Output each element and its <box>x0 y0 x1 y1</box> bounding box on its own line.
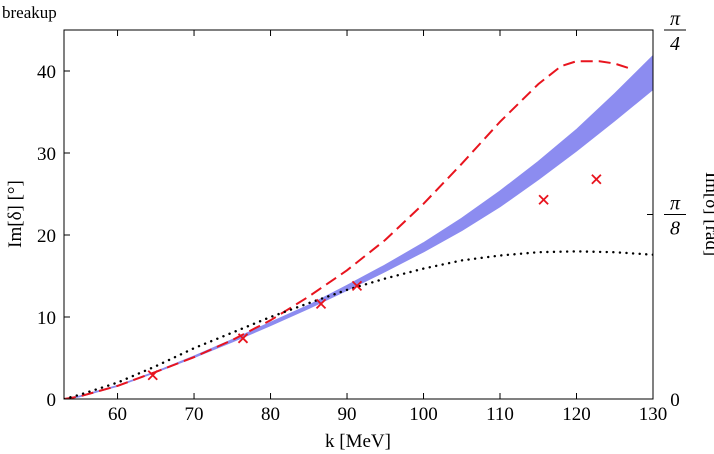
right-tick-numerator: π <box>670 8 681 30</box>
data-point-marker <box>538 194 549 205</box>
plot-area <box>64 54 653 399</box>
band-series <box>64 54 653 399</box>
x-tick-label: 70 <box>185 404 204 425</box>
dashed-series-line <box>64 60 631 399</box>
marker-stroke <box>591 174 602 185</box>
x-tick-label: 90 <box>338 404 357 425</box>
x-tick-label: 80 <box>261 404 280 425</box>
data-point-marker <box>591 174 602 185</box>
marker-stroke <box>538 194 549 205</box>
right-tick-denominator: 8 <box>670 218 680 240</box>
x-axis-title: k [MeV] <box>325 431 391 452</box>
marker-stroke <box>237 333 249 344</box>
right-axis-title: Im[δ] [rad] <box>701 172 714 256</box>
right-tick-label: 0 <box>670 390 680 411</box>
y-tick-label: 40 <box>37 62 56 83</box>
x-tick-label: 120 <box>562 404 591 425</box>
marker-stroke <box>351 280 363 291</box>
data-point-marker <box>351 280 363 291</box>
x-tick-label: 60 <box>108 404 127 425</box>
chart-title: breakup <box>2 3 57 22</box>
y-axis-title: Im[δ] [°] <box>5 180 26 248</box>
y-tick-label: 30 <box>37 144 56 165</box>
data-point-marker <box>315 298 327 310</box>
right-tick-denominator: 4 <box>670 33 680 55</box>
dotted-series-line <box>64 250 653 399</box>
marker-stroke <box>147 370 158 381</box>
right-tick-fraction: π8 <box>664 193 686 240</box>
marker-stroke <box>315 298 327 310</box>
y-tick-label: 20 <box>37 226 56 247</box>
x-tick-label: 130 <box>639 404 668 425</box>
x-tick-label: 100 <box>409 404 438 425</box>
x-tick-label: 110 <box>486 404 514 425</box>
right-tick-numerator: π <box>670 193 681 215</box>
y-tick-label: 0 <box>47 390 57 411</box>
y-tick-label: 10 <box>37 308 56 329</box>
data-point-marker <box>237 333 249 344</box>
axes <box>63 29 654 400</box>
right-tick-fraction: π4 <box>664 8 686 55</box>
data-point-marker <box>147 370 158 381</box>
plot-frame <box>63 29 654 400</box>
